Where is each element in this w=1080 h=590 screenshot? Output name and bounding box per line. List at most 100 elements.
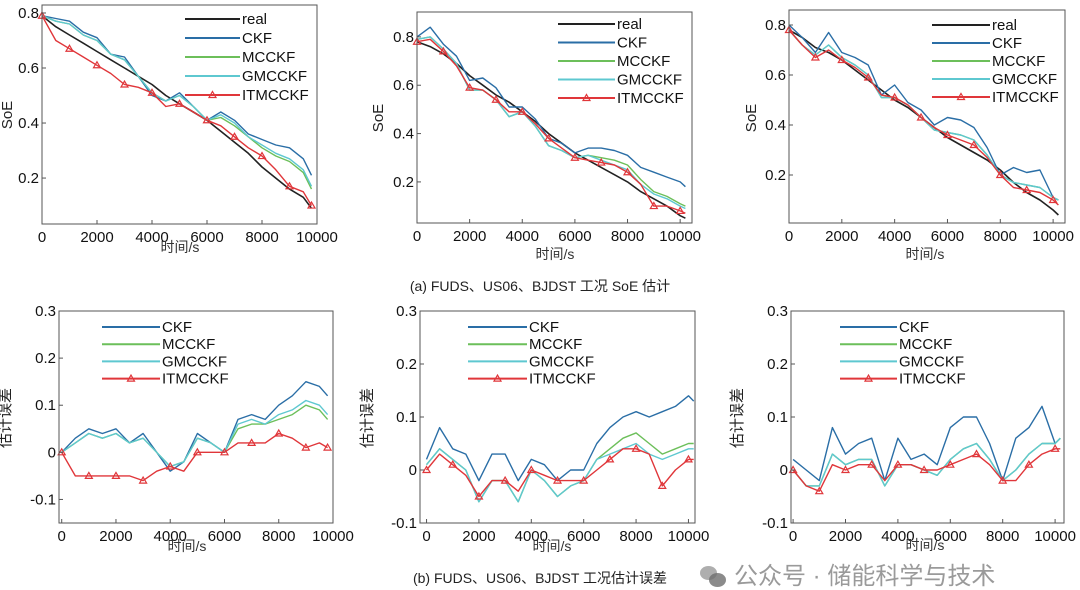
y-tick-label: 0.4: [765, 117, 786, 134]
x-tick-label: 0: [413, 228, 421, 245]
y-tick-label: 0.2: [767, 356, 788, 373]
data-point-itmcckf: [274, 428, 284, 437]
legend-label: ITMCCKF: [242, 87, 309, 104]
x-tick-label: 0: [785, 228, 793, 245]
x-tick-label: 0: [789, 528, 797, 545]
x-tick-label: 2000: [825, 228, 858, 245]
wechat-icon: [700, 566, 726, 588]
series-line-itmcckf: [792, 448, 1061, 492]
x-tick-label: 4000: [135, 229, 168, 246]
y-tick-label: 0.2: [396, 356, 417, 373]
x-tick-label: 2000: [462, 528, 495, 545]
legend-label: ITMCCKF: [899, 371, 966, 388]
data-point-itmcckf: [1048, 195, 1058, 204]
x-axis-label: 时间/s: [161, 239, 200, 255]
y-tick-label: 0.3: [396, 303, 417, 320]
data-point-itmcckf: [174, 99, 185, 107]
x-axis-label: 时间/s: [168, 538, 207, 554]
data-point-itmcckf: [810, 52, 820, 61]
data-point-itmcckf: [202, 115, 212, 124]
data-point-itmcckf: [192, 447, 202, 456]
data-point-itmcckf: [64, 44, 75, 52]
data-point-itmcckf: [92, 60, 102, 69]
data-point-itmcckf: [1050, 444, 1060, 452]
data-point-itmcckf: [649, 201, 659, 210]
data-point-itmcckf: [552, 475, 563, 484]
x-tick-label: 6000: [931, 228, 964, 245]
series-line-gmcckf: [61, 399, 329, 468]
y-tick-label: 0.8: [393, 29, 414, 46]
x-tick-label: 10000: [312, 528, 354, 545]
data-point-itmcckf: [579, 475, 589, 484]
y-tick-label: 0.1: [396, 409, 417, 426]
x-tick-label: 4000: [506, 228, 539, 245]
watermark: 公众号 · 储能科学与技术: [700, 565, 995, 589]
data-point-itmcckf: [491, 95, 501, 103]
data-point-itmcckf: [229, 132, 240, 140]
data-point-itmcckf: [84, 471, 94, 479]
data-point-itmcckf: [500, 475, 510, 484]
series-line-itmcckf: [425, 448, 694, 498]
y-tick-label: 0: [780, 462, 788, 479]
axes-box: [788, 9, 1066, 224]
legend-label: real: [617, 16, 642, 33]
data-point-itmcckf: [919, 465, 929, 474]
x-tick-label: 10000: [1032, 228, 1074, 245]
data-point-itmcckf: [111, 471, 121, 479]
data-point-itmcckf: [814, 486, 824, 495]
y-tick-label: 0.6: [765, 67, 786, 84]
data-point-itmcckf: [526, 465, 536, 474]
y-axis-label: SoE: [743, 104, 760, 132]
legend-label: CKF: [899, 319, 929, 336]
legend-label: ITMCCKF: [992, 89, 1059, 106]
x-tick-label: 0: [38, 229, 46, 246]
series-line-ckf: [41, 15, 313, 176]
legend-label: GMCCKF: [899, 353, 964, 370]
data-point-itmcckf: [1024, 460, 1034, 468]
legend-label: CKF: [242, 30, 272, 47]
series-line-gmcckf: [425, 442, 694, 503]
data-point-itmcckf: [165, 461, 175, 470]
legend-label: MCCKF: [899, 336, 952, 353]
data-point-itmcckf: [323, 442, 333, 451]
x-tick-label: 6000: [208, 528, 241, 545]
y-tick-label: -0.1: [30, 491, 56, 508]
x-tick-label: 10000: [1034, 528, 1076, 545]
subplot-5: 0 2000 4000 6000 8000 10000 -0.1 0 0.1 0.2 0.3 时间/s…: [359, 303, 709, 554]
data-point-itmcckf: [916, 112, 926, 121]
data-point-itmcckf: [969, 140, 979, 149]
data-point-itmcckf: [306, 200, 317, 209]
x-axis-label: 时间/s: [906, 537, 945, 553]
series-line-ckf: [61, 381, 329, 472]
data-point-itmcckf: [657, 481, 667, 489]
legend-label: MCCKF: [242, 49, 295, 66]
y-axis-label: 估计误差: [729, 388, 746, 448]
data-point-itmcckf: [893, 460, 903, 468]
axes-box: [58, 310, 334, 524]
y-tick-label: 0.6: [393, 77, 414, 94]
x-tick-label: 8000: [245, 229, 278, 246]
x-tick-label: 8000: [984, 228, 1017, 245]
data-point-itmcckf: [517, 107, 527, 115]
legend-label: GMCCKF: [617, 72, 682, 89]
data-point-itmcckf: [257, 151, 267, 160]
subplot-4: 0 2000 4000 6000 8000 10000 -0.1 0 0.1 0.2 0.3 时间/s…: [0, 303, 354, 554]
y-tick-label: -0.1: [762, 515, 788, 532]
data-point-itmcckf: [119, 79, 130, 88]
y-tick-label: 0: [409, 462, 417, 479]
y-tick-label: 0: [48, 444, 56, 461]
x-tick-label: 6000: [934, 528, 967, 545]
x-axis-label: 时间/s: [906, 246, 945, 262]
y-tick-label: 0.2: [35, 350, 56, 367]
data-point-itmcckf: [422, 465, 432, 474]
legend-label: MCCKF: [992, 53, 1045, 70]
y-tick-label: 0.8: [18, 5, 39, 22]
y-tick-label: 0.6: [18, 60, 39, 77]
subplot-3: 0 2000 4000 6000 8000 10000 0.2 0.4 0.6 0.8 时间/s So…: [743, 9, 1074, 262]
x-tick-label: 0: [58, 528, 66, 545]
series-line-mcckf: [425, 432, 694, 503]
axes-box: [41, 4, 318, 225]
x-tick-label: 2000: [829, 528, 862, 545]
subplot-6: 0 2000 4000 6000 8000 10000-0.100.10.20.3时间/s…: [729, 303, 1076, 553]
